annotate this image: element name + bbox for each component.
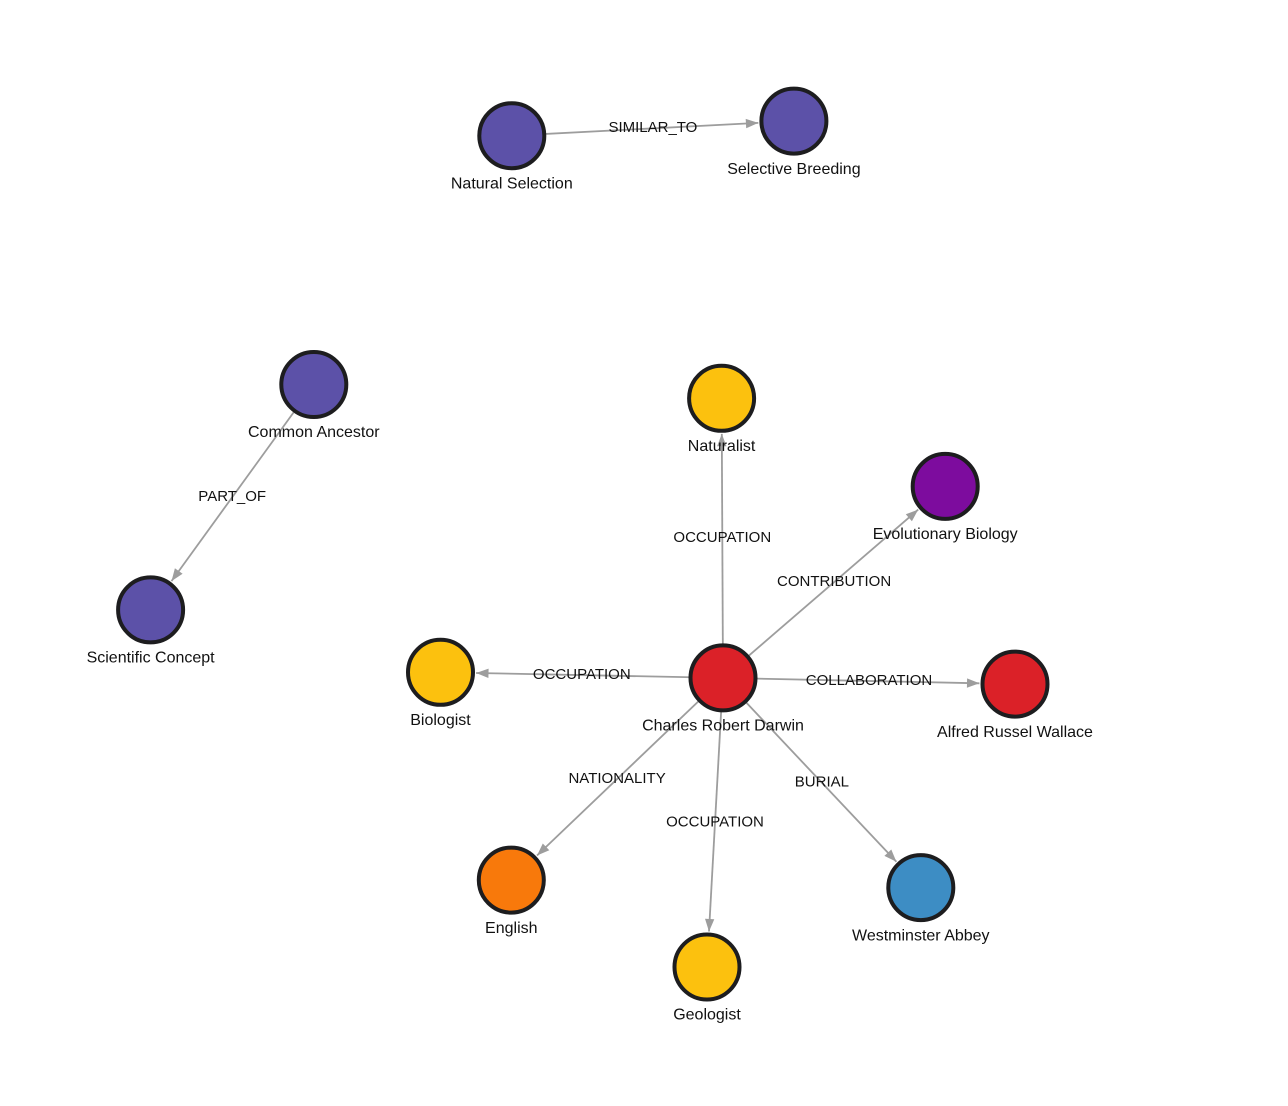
- svg-text:Evolutionary Biology: Evolutionary Biology: [873, 526, 1018, 543]
- svg-text:OCCUPATION: OCCUPATION: [673, 529, 771, 546]
- svg-text:PART_OF: PART_OF: [198, 488, 266, 505]
- svg-text:English: English: [485, 920, 537, 937]
- svg-text:Naturalist: Naturalist: [688, 438, 756, 455]
- svg-text:OCCUPATION: OCCUPATION: [533, 666, 631, 683]
- svg-text:OCCUPATION: OCCUPATION: [666, 813, 764, 830]
- svg-text:SIMILAR_TO: SIMILAR_TO: [608, 119, 697, 136]
- svg-text:Scientific Concept: Scientific Concept: [87, 650, 216, 667]
- svg-text:Alfred Russel Wallace: Alfred Russel Wallace: [937, 724, 1093, 741]
- svg-text:Charles Robert Darwin: Charles Robert Darwin: [642, 718, 804, 735]
- svg-text:Natural Selection: Natural Selection: [451, 175, 573, 192]
- svg-text:Biologist: Biologist: [410, 712, 471, 729]
- svg-text:NATIONALITY: NATIONALITY: [568, 770, 665, 787]
- svg-text:COLLABORATION: COLLABORATION: [806, 672, 932, 689]
- svg-text:Common Ancestor: Common Ancestor: [248, 424, 380, 441]
- svg-text:BURIAL: BURIAL: [795, 774, 849, 791]
- svg-text:Geologist: Geologist: [673, 1007, 741, 1024]
- svg-text:CONTRIBUTION: CONTRIBUTION: [777, 573, 891, 590]
- svg-text:Selective Breeding: Selective Breeding: [727, 161, 860, 178]
- svg-text:Westminster Abbey: Westminster Abbey: [852, 927, 990, 944]
